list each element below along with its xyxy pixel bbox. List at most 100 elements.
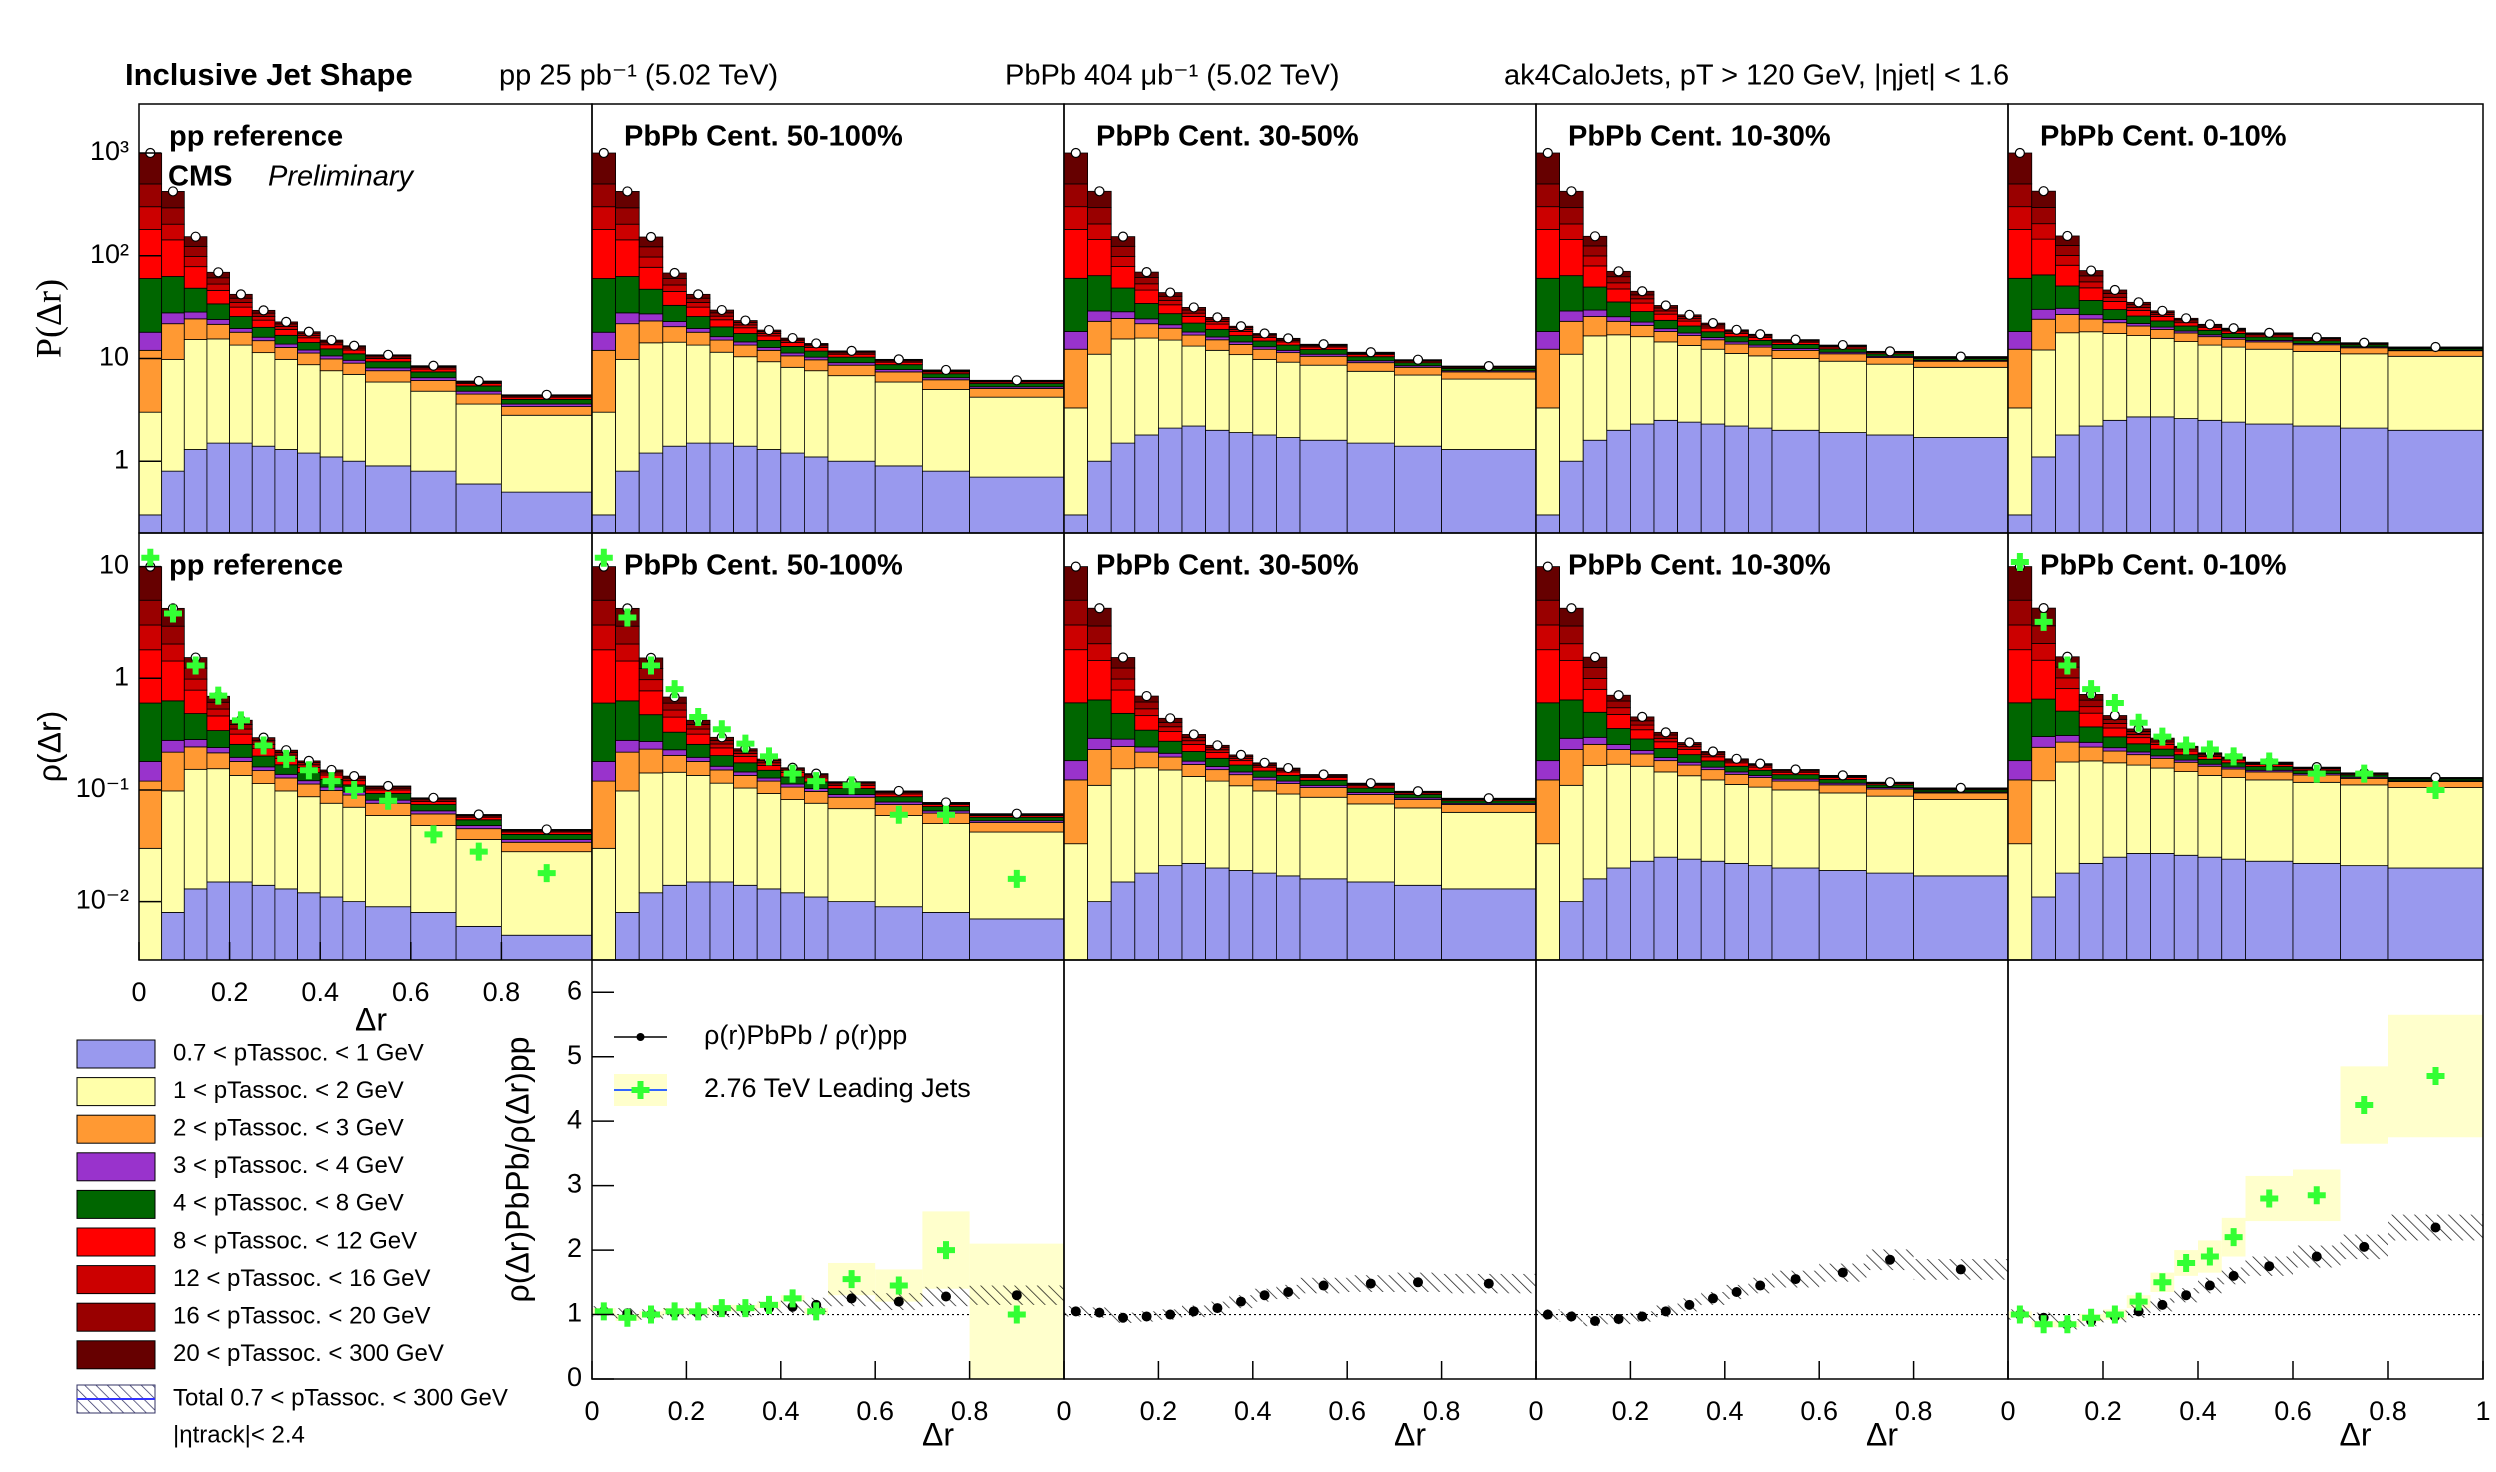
stack-segment: [161, 276, 185, 314]
stack-segment: [161, 751, 185, 792]
stack-segment: [2078, 275, 2104, 283]
stack-segment: [297, 349, 321, 354]
stack-segment: [229, 442, 253, 533]
stack-segment: [1134, 323, 1159, 339]
stack-segment: [1110, 245, 1136, 257]
stack-segment: [1559, 749, 1584, 786]
stack-segment: [2245, 860, 2294, 960]
stack-segment: [2102, 319, 2128, 324]
stack-segment: [206, 303, 230, 320]
stack-segment: [2197, 765, 2223, 776]
legend-label: 8 < pTassoc. < 12 GeV: [173, 1227, 417, 1254]
stack-segment: [2008, 348, 2033, 409]
stack-segment: [2197, 774, 2223, 858]
stack-segment: [2102, 301, 2128, 311]
x-tick-label: 0.8: [951, 1396, 989, 1426]
stack-segment: [1771, 867, 1820, 960]
stack-segment: [1064, 649, 1089, 704]
total-marker: [2038, 186, 2049, 197]
green-point: [186, 656, 205, 675]
stack-segment: [161, 223, 185, 241]
stack-segment: [1110, 266, 1136, 289]
stack-segment: [342, 806, 366, 903]
stack-segment: [1653, 757, 1679, 762]
stack-segment: [2102, 309, 2128, 320]
stack-segment: [1252, 340, 1277, 348]
legend-label: 2 < pTassoc. < 3 GeV: [173, 1115, 404, 1142]
total-marker: [1412, 786, 1424, 797]
stack-segment: [709, 319, 735, 328]
stack-segment: [804, 359, 829, 372]
stack-segment: [1653, 328, 1679, 332]
total-marker: [1259, 757, 1270, 768]
stack-segment: [592, 411, 617, 516]
stack-segment: [229, 733, 253, 745]
stack-segment: [2078, 699, 2104, 708]
stack-segment: [2031, 456, 2056, 533]
stack-segment: [1700, 331, 1726, 338]
stack-segment: [662, 702, 687, 711]
stack-segment: [1252, 776, 1277, 781]
total-marker: [645, 231, 657, 243]
stack-segment: [1087, 320, 1112, 355]
stack-segment: [274, 777, 298, 792]
x-tick-label: 0: [1056, 1396, 1071, 1426]
green-point: [618, 608, 637, 627]
total-marker: [473, 375, 484, 387]
green-point: [2307, 1186, 2326, 1205]
stack-segment: [662, 771, 687, 886]
stack-segment: [1394, 807, 1443, 886]
stack-segment: [969, 918, 1064, 960]
ratio-point: [1413, 1277, 1423, 1288]
stack-segment: [592, 761, 617, 782]
legend-eta: |ηtrack|< 2.4: [173, 1421, 305, 1448]
green-point: [1007, 1305, 1026, 1324]
stack-segment: [686, 774, 711, 883]
stack-segment: [161, 312, 185, 325]
stack-segment: [2150, 320, 2175, 328]
stack-segment: [410, 804, 457, 812]
total-marker: [1542, 561, 1553, 572]
stack-segment: [2008, 277, 2033, 332]
stack-segment: [1818, 432, 1867, 533]
total-marker: [2014, 147, 2025, 159]
stack-segment: [1630, 302, 1655, 312]
stack-segment: [2150, 767, 2175, 854]
y-tick-label: 10⁻²: [76, 885, 129, 915]
stack-segment: [139, 278, 163, 333]
stack-segment: [1677, 748, 1702, 756]
stack-segment: [615, 912, 640, 960]
stack-segment: [804, 896, 829, 960]
stack-segment: [662, 341, 687, 447]
stack-segment: [1134, 277, 1159, 285]
ratio-point: [1542, 1309, 1553, 1320]
stack-segment: [1134, 701, 1159, 710]
stack-segment: [1158, 769, 1183, 867]
stack-segment: [615, 790, 640, 913]
stack-segment: [662, 716, 687, 733]
stack-segment: [1724, 765, 1749, 773]
panel-label: pp reference: [169, 121, 343, 153]
stack-segment: [2126, 325, 2151, 336]
stack-segment: [183, 256, 208, 268]
green-point: [807, 772, 826, 791]
stack-segment: [1559, 901, 1584, 960]
stack-segment: [1913, 799, 2008, 877]
stack-segment: [500, 934, 592, 960]
total-marker: [893, 354, 904, 365]
stack-segment: [1158, 339, 1183, 429]
stack-segment: [206, 752, 230, 770]
stack-segment: [1866, 357, 1915, 365]
stack-segment: [139, 780, 163, 849]
stack-segment: [2221, 858, 2246, 960]
stack-segment: [183, 746, 208, 770]
y-tick-label: 4: [567, 1104, 582, 1134]
ratio-point: [1118, 1312, 1128, 1323]
total-marker: [2359, 337, 2370, 348]
stack-segment: [2008, 331, 2033, 350]
total-marker: [541, 824, 552, 835]
total-marker: [2311, 332, 2322, 343]
stack-segment: [161, 660, 185, 702]
stack-segment: [686, 344, 711, 444]
stack-segment: [615, 276, 640, 314]
